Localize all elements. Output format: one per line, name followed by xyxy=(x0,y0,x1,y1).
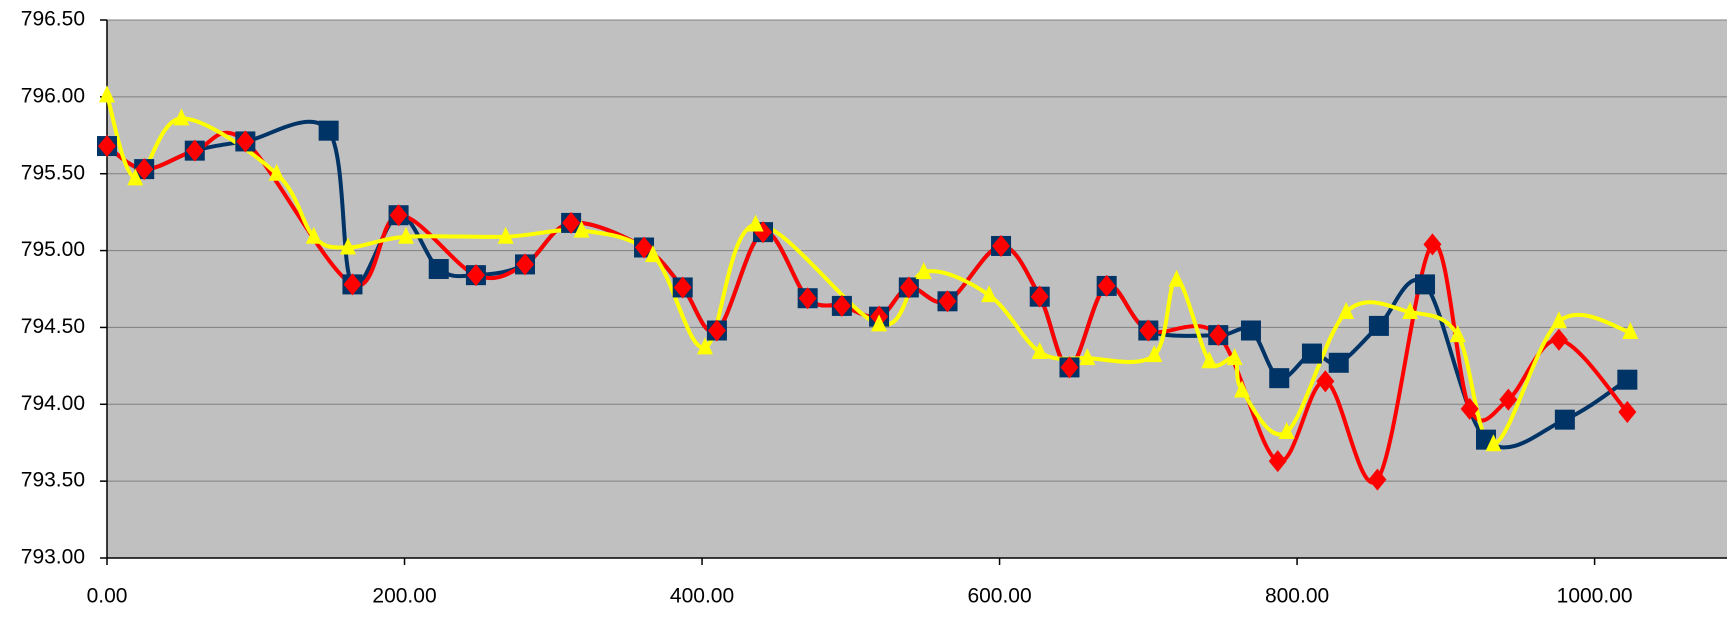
x-tick-label: 0.00 xyxy=(87,585,128,608)
marker xyxy=(173,108,190,126)
marker xyxy=(1030,285,1049,308)
marker xyxy=(1554,409,1575,430)
marker xyxy=(343,273,362,296)
marker xyxy=(318,120,339,141)
marker xyxy=(871,314,888,332)
y-tick-label: 794.00 xyxy=(21,392,85,415)
marker xyxy=(1268,450,1287,473)
marker xyxy=(938,290,957,313)
marker xyxy=(516,253,535,276)
marker xyxy=(1031,342,1048,360)
x-tick-label: 600.00 xyxy=(967,585,1031,608)
marker xyxy=(1402,302,1419,320)
x-tick-label: 200.00 xyxy=(372,585,436,608)
marker xyxy=(1368,468,1387,491)
marker xyxy=(1622,322,1639,340)
marker xyxy=(428,259,449,280)
marker xyxy=(798,287,817,310)
marker xyxy=(99,85,115,103)
marker xyxy=(915,262,932,280)
y-tick-label: 796.00 xyxy=(21,84,85,107)
marker xyxy=(398,226,415,244)
marker xyxy=(1338,302,1355,320)
marker xyxy=(1485,434,1502,452)
marker xyxy=(1209,324,1228,347)
x-tick-label: 400.00 xyxy=(670,585,734,608)
marker xyxy=(1368,315,1389,336)
marker xyxy=(339,237,356,255)
marker xyxy=(1168,269,1185,287)
x-tick-label: 800.00 xyxy=(1265,585,1329,608)
marker xyxy=(127,168,144,186)
marker xyxy=(1301,343,1322,364)
marker xyxy=(1617,369,1638,390)
marker xyxy=(673,276,692,299)
series-line xyxy=(105,94,1631,447)
marker xyxy=(389,204,408,227)
marker xyxy=(899,276,918,299)
marker xyxy=(981,285,998,303)
marker xyxy=(992,234,1011,257)
y-tick-label: 793.00 xyxy=(21,546,85,569)
x-tick-label: 1000.00 xyxy=(1557,585,1633,608)
marker xyxy=(268,163,285,181)
marker xyxy=(1618,400,1637,423)
marker xyxy=(1226,348,1243,366)
marker xyxy=(1139,319,1158,342)
y-tick-label: 794.50 xyxy=(21,315,85,338)
marker xyxy=(635,236,654,259)
marker xyxy=(562,211,581,234)
y-tick-label: 795.00 xyxy=(21,238,85,261)
y-tick-label: 795.50 xyxy=(21,161,85,184)
marker xyxy=(573,220,590,238)
marker xyxy=(832,294,851,317)
marker xyxy=(236,130,255,153)
marker xyxy=(644,245,661,263)
marker xyxy=(1328,352,1349,373)
marker xyxy=(1234,380,1251,398)
marker xyxy=(1146,345,1163,363)
marker xyxy=(1240,320,1261,341)
marker xyxy=(497,226,514,244)
marker xyxy=(1097,274,1116,297)
marker xyxy=(1449,325,1466,343)
marker xyxy=(1499,388,1518,411)
marker xyxy=(305,226,322,244)
marker xyxy=(1278,421,1295,439)
marker xyxy=(135,158,154,181)
marker xyxy=(1550,311,1567,329)
marker xyxy=(1415,274,1436,295)
marker xyxy=(1060,356,1079,379)
marker xyxy=(1460,397,1479,420)
y-tick-label: 793.50 xyxy=(21,469,85,492)
marker xyxy=(1269,368,1290,389)
marker xyxy=(707,319,726,342)
y-tick-label: 796.50 xyxy=(21,8,85,31)
marker xyxy=(1316,370,1335,393)
marker xyxy=(697,337,714,355)
marker xyxy=(185,139,204,162)
marker xyxy=(466,264,485,287)
marker xyxy=(98,135,116,158)
marker xyxy=(1549,328,1568,351)
marker xyxy=(1079,348,1096,366)
marker xyxy=(1201,351,1218,369)
marker xyxy=(1423,233,1442,256)
marker xyxy=(747,214,764,232)
